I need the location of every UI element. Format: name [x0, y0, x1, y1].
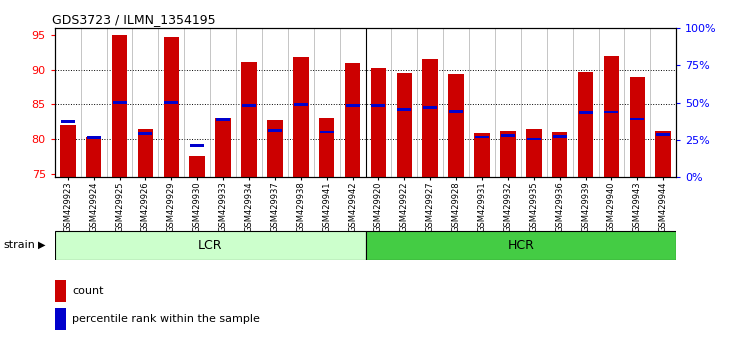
Bar: [55, 308, 66, 330]
Bar: [552, 132, 567, 177]
Bar: [293, 57, 308, 177]
Bar: [112, 35, 127, 177]
Bar: [366, 231, 676, 259]
Bar: [656, 133, 670, 136]
Text: strain: strain: [4, 240, 36, 250]
Text: HCR: HCR: [507, 239, 534, 252]
Bar: [319, 131, 333, 133]
Bar: [578, 111, 593, 114]
Bar: [319, 118, 334, 177]
Bar: [527, 138, 541, 140]
Bar: [656, 131, 671, 177]
Bar: [55, 231, 366, 259]
Bar: [87, 136, 101, 139]
Bar: [526, 129, 542, 177]
Bar: [448, 74, 464, 177]
Bar: [346, 104, 360, 107]
Bar: [216, 118, 231, 177]
Bar: [449, 110, 463, 113]
Text: GDS3723 / ILMN_1354195: GDS3723 / ILMN_1354195: [52, 13, 216, 26]
Bar: [605, 110, 618, 113]
Bar: [190, 144, 204, 147]
Bar: [164, 101, 178, 104]
Bar: [216, 118, 230, 121]
Bar: [60, 125, 75, 177]
Bar: [630, 118, 644, 120]
Bar: [500, 131, 515, 177]
Bar: [371, 104, 385, 107]
Bar: [268, 129, 282, 132]
Text: ▶: ▶: [38, 240, 45, 250]
Bar: [242, 104, 256, 107]
Bar: [55, 280, 66, 302]
Bar: [345, 63, 360, 177]
Text: LCR: LCR: [198, 239, 222, 252]
Bar: [629, 78, 645, 177]
Bar: [398, 108, 412, 110]
Bar: [294, 103, 308, 106]
Text: percentile rank within the sample: percentile rank within the sample: [72, 314, 260, 324]
Bar: [189, 156, 205, 177]
Bar: [474, 133, 490, 177]
Bar: [604, 56, 619, 177]
Bar: [86, 137, 102, 177]
Text: count: count: [72, 286, 104, 296]
Bar: [423, 59, 438, 177]
Bar: [61, 120, 75, 123]
Bar: [241, 62, 257, 177]
Bar: [423, 107, 437, 109]
Bar: [501, 134, 515, 137]
Bar: [475, 136, 489, 138]
Bar: [577, 72, 594, 177]
Bar: [164, 36, 179, 177]
Bar: [553, 135, 567, 138]
Bar: [267, 120, 283, 177]
Bar: [371, 68, 386, 177]
Bar: [396, 73, 412, 177]
Bar: [138, 132, 153, 135]
Bar: [113, 101, 126, 104]
Bar: [137, 129, 154, 177]
